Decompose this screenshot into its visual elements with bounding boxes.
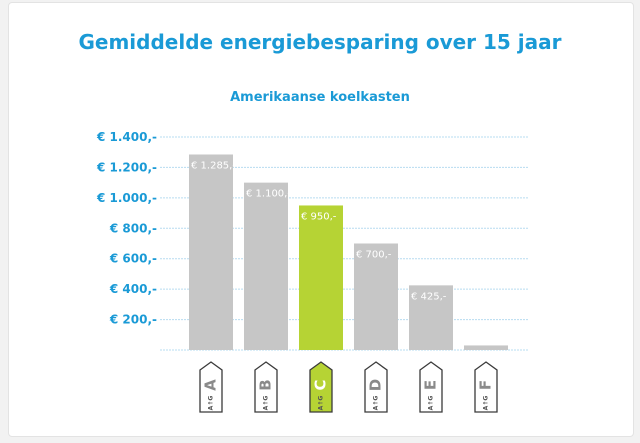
bar-value-label: € 1.100,- <box>246 189 291 200</box>
bar <box>354 243 398 350</box>
y-tick-label: € 1.000,- <box>96 191 157 205</box>
energy-scale-text: A↑G <box>483 396 490 411</box>
energy-class-letter: D <box>367 379 385 391</box>
energy-scale-text: A↑G <box>263 396 270 411</box>
bar-value-label: € 700,- <box>356 250 392 261</box>
y-tick-label: € 400,- <box>109 282 157 296</box>
y-tick-label: € 600,- <box>109 252 157 266</box>
energy-scale-text: A↑G <box>208 396 215 411</box>
energy-label-badge <box>364 361 388 413</box>
energy-class-letter: B <box>257 379 275 390</box>
bar-value-label: € 425,- <box>411 291 447 302</box>
energy-class-letter: A <box>202 379 220 391</box>
bar <box>464 345 508 350</box>
energy-scale-text: A↑G <box>428 396 435 411</box>
chart-title: Gemiddelde energiebesparing over 15 jaar <box>78 30 562 54</box>
energy-label-badge <box>199 361 223 413</box>
y-tick-label: € 800,- <box>109 221 157 235</box>
energy-label-badge <box>474 361 498 413</box>
energy-label-badge <box>254 361 278 413</box>
bar-value-label: € 1.285,- <box>191 160 236 171</box>
bar <box>299 205 343 350</box>
bar <box>409 285 453 350</box>
energy-class-letter: C <box>312 379 330 390</box>
energy-label-badge <box>419 361 443 413</box>
chart-subtitle: Amerikaanse koelkasten <box>230 90 410 105</box>
energy-scale-text: A↑G <box>318 396 325 411</box>
y-tick-label: € 200,- <box>109 313 157 327</box>
bar <box>189 154 233 350</box>
energy-class-letter: F <box>477 380 495 390</box>
energy-scale-text: A↑G <box>373 396 380 411</box>
energy-class-letter: E <box>422 380 440 390</box>
y-tick-label: € 1.200,- <box>96 160 157 174</box>
y-tick-label: € 1.400,- <box>96 130 157 144</box>
bar <box>244 182 288 350</box>
energy-label-badge <box>309 361 333 413</box>
bar-value-label: € 950,- <box>301 211 337 222</box>
